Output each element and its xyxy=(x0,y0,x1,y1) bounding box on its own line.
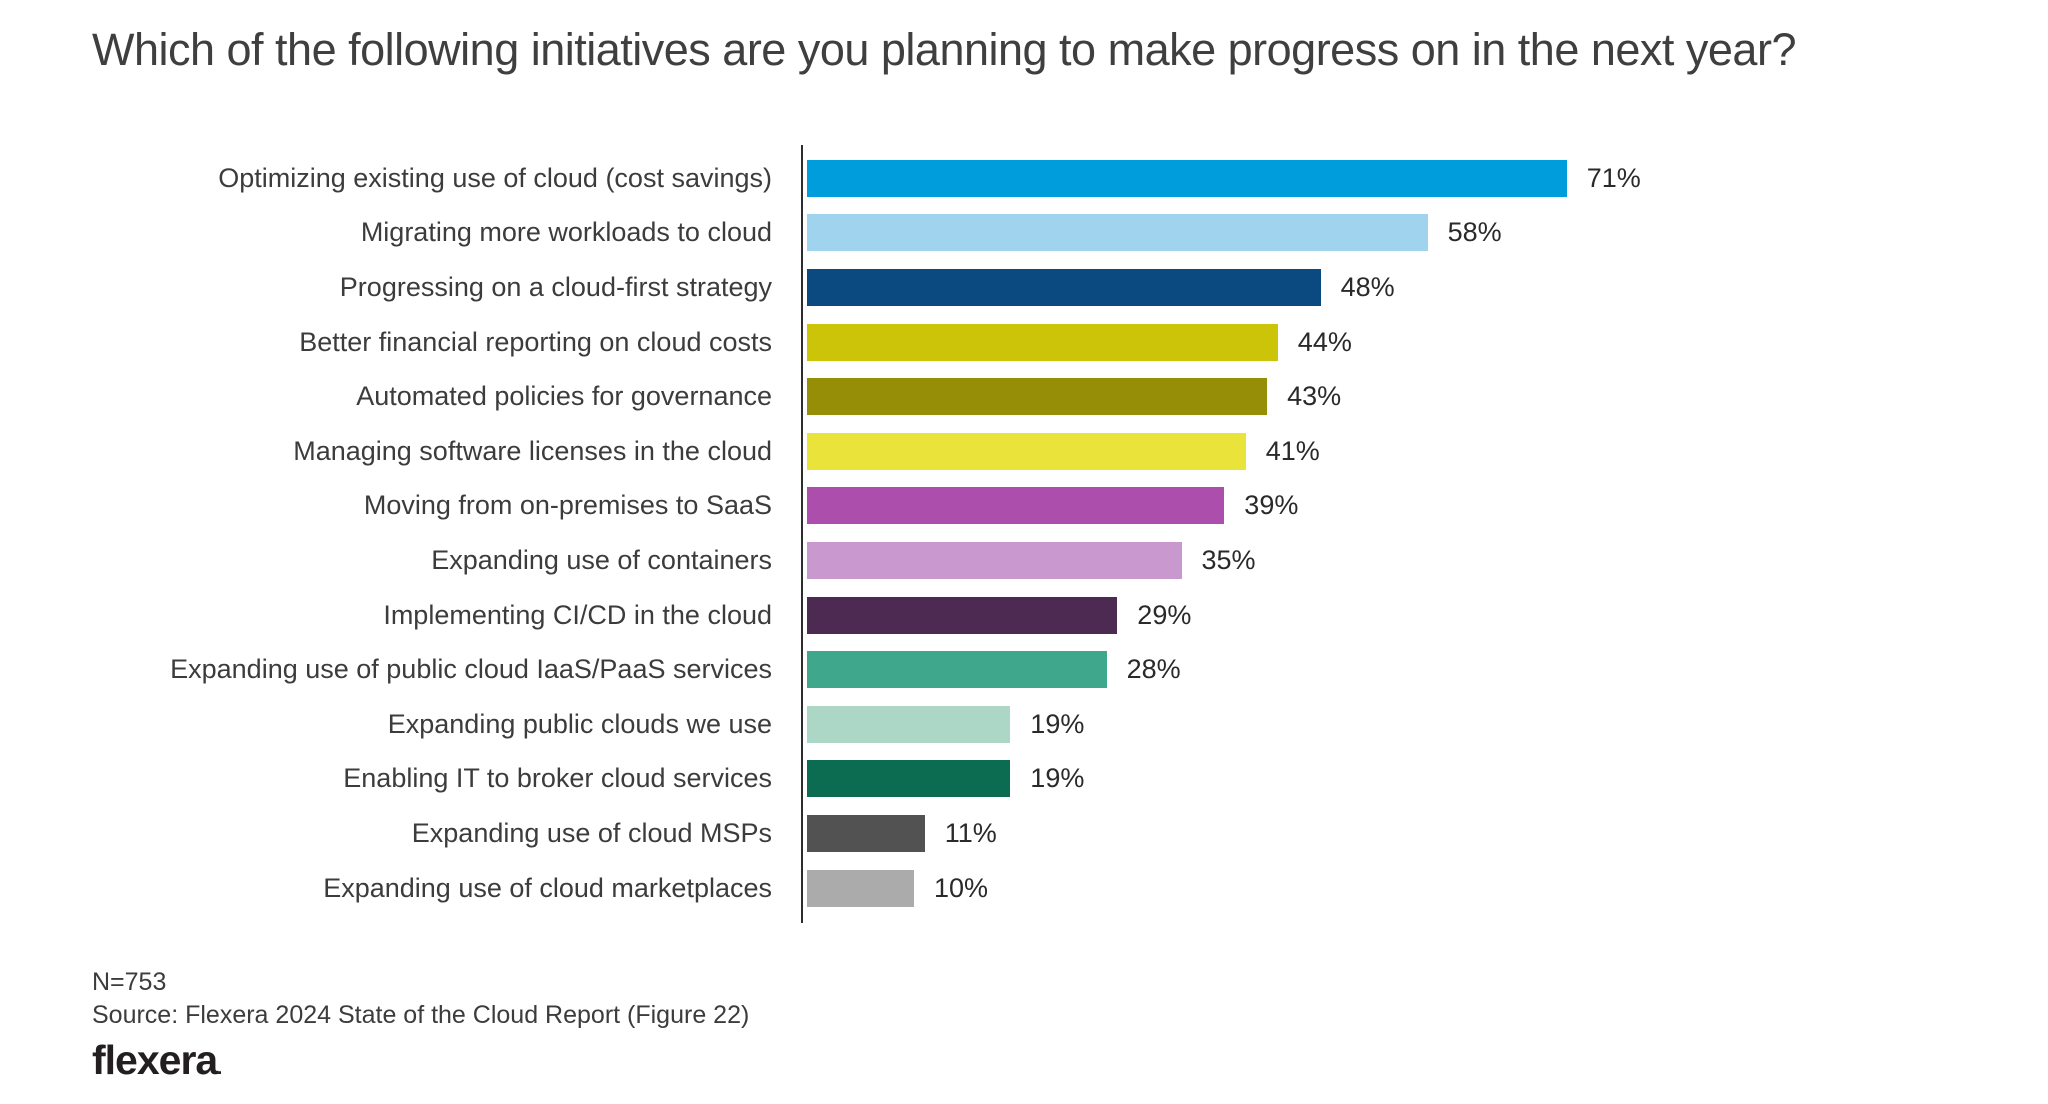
bar-track: 39% xyxy=(788,479,2048,534)
logo-wordmark: flexera xyxy=(92,1037,218,1083)
bar-row: Expanding use of cloud marketplaces 10% xyxy=(0,861,2048,916)
bar-row: Managing software licenses in the cloud … xyxy=(0,424,2048,479)
bar-label: Moving from on-premises to SaaS xyxy=(363,490,772,521)
bar-track: 19% xyxy=(788,697,2048,752)
bar xyxy=(807,651,1107,689)
bar xyxy=(807,869,914,907)
bar xyxy=(807,814,925,852)
bar-label: Progressing on a cloud-first strategy xyxy=(339,271,772,302)
bar-track: 43% xyxy=(788,369,2048,424)
bar-label: Expanding public clouds we use xyxy=(387,708,772,739)
bar xyxy=(807,159,1567,197)
bar-row: Automated policies for governance 43% xyxy=(0,369,2048,424)
bar-value: 71% xyxy=(1586,162,1641,193)
bar-label: Managing software licenses in the cloud xyxy=(293,435,772,466)
bar-value: 19% xyxy=(1030,708,1085,739)
logo-dot: . xyxy=(217,1058,222,1078)
bar-track: 58% xyxy=(788,206,2048,261)
bar-value: 43% xyxy=(1287,381,1342,412)
bar-track: 44% xyxy=(788,315,2048,370)
bar-value: 58% xyxy=(1447,217,1502,248)
bar xyxy=(807,214,1428,252)
bar xyxy=(807,323,1278,361)
bar-row: Migrating more workloads to cloud 58% xyxy=(0,206,2048,261)
bar-value: 48% xyxy=(1340,271,1395,302)
bar-label: Migrating more workloads to cloud xyxy=(360,217,772,248)
bar-track: 10% xyxy=(788,861,2048,916)
bar-rows-container: Optimizing existing use of cloud (cost s… xyxy=(0,151,2048,915)
bar-row: Better financial reporting on cloud cost… xyxy=(0,315,2048,370)
bar-track: 48% xyxy=(788,260,2048,315)
bar-row: Moving from on-premises to SaaS 39% xyxy=(0,479,2048,534)
bar-label: Expanding use of public cloud IaaS/PaaS … xyxy=(170,654,772,685)
bar-track: 28% xyxy=(788,642,2048,697)
bar-row: Implementing CI/CD in the cloud 29% xyxy=(0,588,2048,643)
bar-label: Enabling IT to broker cloud services xyxy=(343,763,772,794)
bar-track: 71% xyxy=(788,151,2048,206)
bar-row: Expanding use of cloud MSPs 11% xyxy=(0,806,2048,861)
y-axis-line xyxy=(801,145,803,923)
bar-track: 35% xyxy=(788,533,2048,588)
bar-value: 10% xyxy=(934,872,989,903)
sample-size-note: N=753 xyxy=(92,968,167,996)
footer: N=753 Source: Flexera 2024 State of the … xyxy=(92,966,749,1090)
bar-label: Expanding use of cloud MSPs xyxy=(411,817,772,848)
bar-row: Expanding public clouds we use 19% xyxy=(0,697,2048,752)
bar-value: 39% xyxy=(1244,490,1299,521)
bar xyxy=(807,596,1118,634)
bar-value: 35% xyxy=(1201,544,1256,575)
bar-value: 41% xyxy=(1265,435,1320,466)
bar xyxy=(807,705,1011,743)
bar-row: Optimizing existing use of cloud (cost s… xyxy=(0,151,2048,206)
bar-chart: Optimizing existing use of cloud (cost s… xyxy=(0,145,2048,923)
bar-row: Expanding use of containers 35% xyxy=(0,533,2048,588)
bar-row: Progressing on a cloud-first strategy 48… xyxy=(0,260,2048,315)
bar-value: 44% xyxy=(1297,326,1352,357)
bar xyxy=(807,268,1321,306)
bar-label: Automated policies for governance xyxy=(356,381,772,412)
bar-row: Expanding use of public cloud IaaS/PaaS … xyxy=(0,642,2048,697)
bar xyxy=(807,541,1182,579)
bar-track: 29% xyxy=(788,588,2048,643)
bar xyxy=(807,432,1246,470)
bar-value: 11% xyxy=(944,817,997,848)
bar-track: 19% xyxy=(788,752,2048,807)
bar-value: 19% xyxy=(1030,763,1085,794)
bar-label: Better financial reporting on cloud cost… xyxy=(299,326,772,357)
flexera-logo: flexera. xyxy=(92,1038,749,1090)
bar-label: Implementing CI/CD in the cloud xyxy=(383,599,772,630)
bar-label: Expanding use of cloud marketplaces xyxy=(323,872,772,903)
bar-track: 41% xyxy=(788,424,2048,479)
bar-value: 29% xyxy=(1137,599,1192,630)
chart-title: Which of the following initiatives are y… xyxy=(92,24,1796,75)
bar xyxy=(807,378,1268,416)
bar xyxy=(807,760,1011,798)
bar-label: Optimizing existing use of cloud (cost s… xyxy=(218,162,772,193)
bar xyxy=(807,487,1225,525)
bar-value: 28% xyxy=(1126,654,1181,685)
bar-track: 11% xyxy=(788,806,2048,861)
bar-row: Enabling IT to broker cloud services 19% xyxy=(0,752,2048,807)
bar-label: Expanding use of containers xyxy=(431,544,772,575)
source-note: Source: Flexera 2024 State of the Cloud … xyxy=(92,1001,750,1029)
